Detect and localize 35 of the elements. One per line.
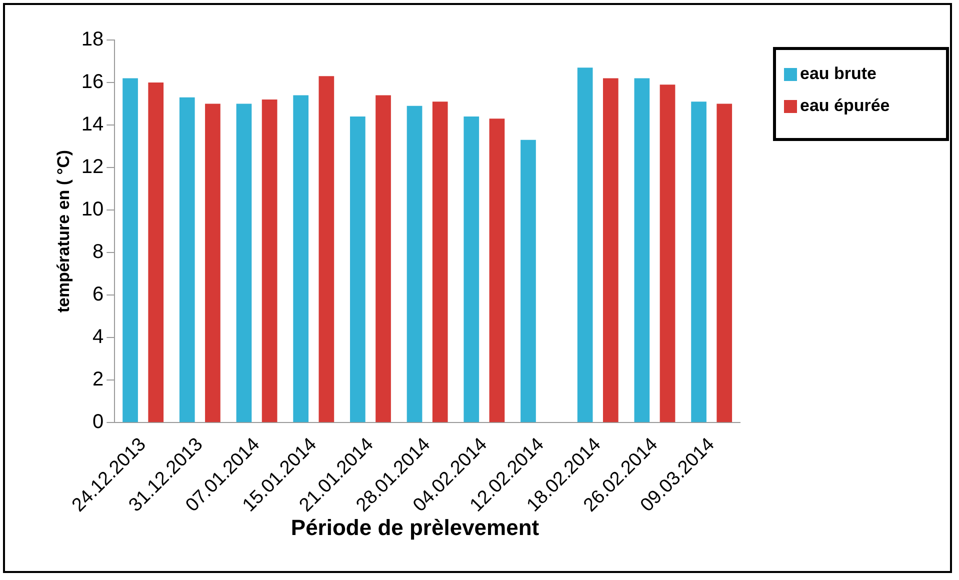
y-tick-label: 18 <box>81 28 104 51</box>
y-tick-label: 8 <box>92 241 104 264</box>
bar <box>660 84 676 422</box>
bar <box>602 78 618 422</box>
bar <box>236 104 252 422</box>
y-tick-label: 12 <box>81 156 104 178</box>
bar <box>376 95 391 422</box>
y-tick-label: 2 <box>92 368 104 391</box>
y-axis-title: température en ( °C) <box>54 150 73 313</box>
bar <box>691 102 706 422</box>
bar <box>293 95 309 422</box>
bar <box>148 82 164 422</box>
legend-label: eau épurée <box>800 96 890 116</box>
bar <box>179 97 195 422</box>
y-tick-label: 10 <box>81 198 104 221</box>
x-axis-title: Période de prèlevement <box>290 515 540 541</box>
bar <box>262 100 278 422</box>
bar <box>464 116 480 422</box>
bar <box>716 104 732 422</box>
bar <box>520 140 536 422</box>
bar <box>406 106 422 422</box>
bar <box>205 104 220 422</box>
bar <box>350 116 366 422</box>
bar <box>577 68 593 422</box>
bar <box>634 78 650 422</box>
bar <box>122 78 138 422</box>
y-tick-label: 4 <box>92 326 104 348</box>
y-tick-label: 16 <box>81 71 104 94</box>
y-tick-label: 14 <box>81 114 104 136</box>
bar <box>489 118 505 422</box>
y-tick-label: 6 <box>92 284 104 306</box>
bar <box>432 102 448 422</box>
legend-label: eau brute <box>800 64 877 84</box>
bar <box>318 76 334 422</box>
y-tick-label: 0 <box>92 411 104 434</box>
